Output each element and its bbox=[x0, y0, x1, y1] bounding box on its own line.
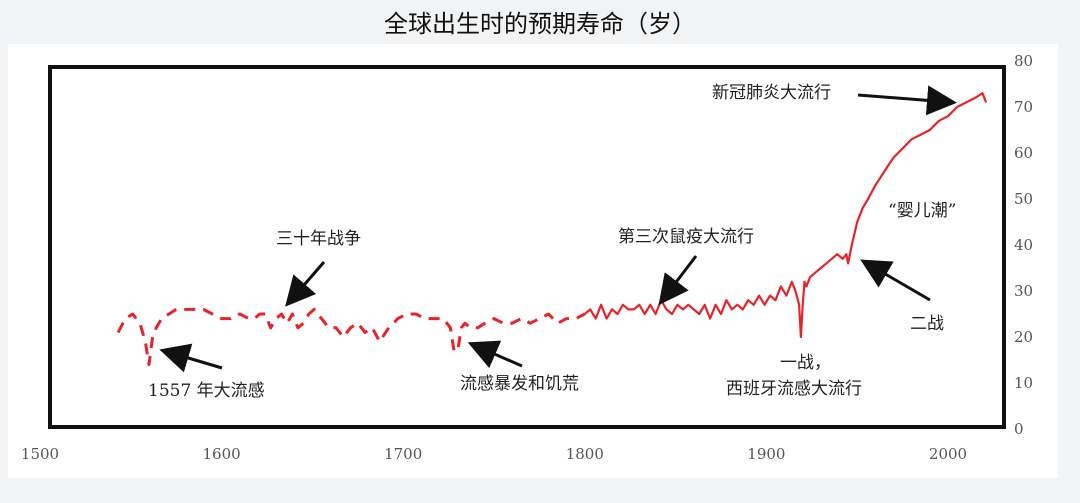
annotation-thirty-years-war: 三十年战争 bbox=[276, 229, 361, 249]
y-tick-label: 10 bbox=[1014, 374, 1033, 392]
y-tick-label: 70 bbox=[1014, 98, 1033, 116]
annotation-ww1: 一战， bbox=[780, 353, 831, 373]
annotation-covid: 新冠肺炎大流行 bbox=[712, 83, 831, 103]
x-tick-label: 2000 bbox=[929, 445, 967, 463]
y-tick-label: 20 bbox=[1014, 328, 1033, 346]
chart-panel: 1500 1600 1700 1800 1900 2000 0 10 20 30 40 50 60 70… bbox=[8, 44, 1058, 478]
y-tick-label: 60 bbox=[1014, 144, 1033, 162]
x-tick-label: 1800 bbox=[566, 445, 604, 463]
life-expectancy-chart: 1500 1600 1700 1800 1900 2000 0 10 20 30 40 50 60 70… bbox=[21, 52, 1033, 463]
arrow-flu-famine bbox=[467, 340, 523, 369]
data-lines bbox=[116, 92, 988, 367]
series-line-recorded bbox=[584, 92, 988, 339]
annotation-1557-flu: 1557 年大流感 bbox=[148, 381, 265, 401]
arrow-thirty-years-war bbox=[285, 261, 326, 307]
x-tick-label: 1600 bbox=[203, 445, 241, 463]
arrow-ww2 bbox=[860, 259, 931, 302]
x-tick-label: 1500 bbox=[21, 445, 59, 463]
x-tick-label: 1900 bbox=[747, 445, 785, 463]
annotation-ww2: 二战 bbox=[910, 314, 944, 334]
y-tick-label: 30 bbox=[1014, 282, 1033, 300]
annotation-baby-boom: “婴儿潮” bbox=[888, 201, 956, 221]
arrow-covid bbox=[857, 85, 957, 116]
arrow-third-plague bbox=[658, 255, 698, 306]
y-tick-label: 50 bbox=[1014, 190, 1033, 208]
y-tick-label: 80 bbox=[1014, 52, 1033, 70]
plot-frame bbox=[48, 65, 1006, 429]
x-tick-label: 1700 bbox=[384, 445, 422, 463]
annotation-flu-famine: 流感暴发和饥荒 bbox=[460, 374, 579, 394]
x-axis: 1500 1600 1700 1800 1900 2000 bbox=[21, 445, 967, 463]
arrow-1557-flu bbox=[159, 343, 223, 373]
annotation-third-plague: 第三次鼠疫大流行 bbox=[618, 227, 754, 247]
y-tick-label: 40 bbox=[1014, 236, 1033, 254]
annotation-spanish-flu: 西班牙流感大流行 bbox=[726, 379, 862, 399]
y-axis: 0 10 20 30 40 50 60 70 80 bbox=[1014, 52, 1033, 438]
y-tick-label: 0 bbox=[1014, 420, 1024, 438]
series-line-estimated bbox=[116, 307, 586, 367]
chart-title: 全球出生时的预期寿命（岁） bbox=[384, 10, 696, 38]
